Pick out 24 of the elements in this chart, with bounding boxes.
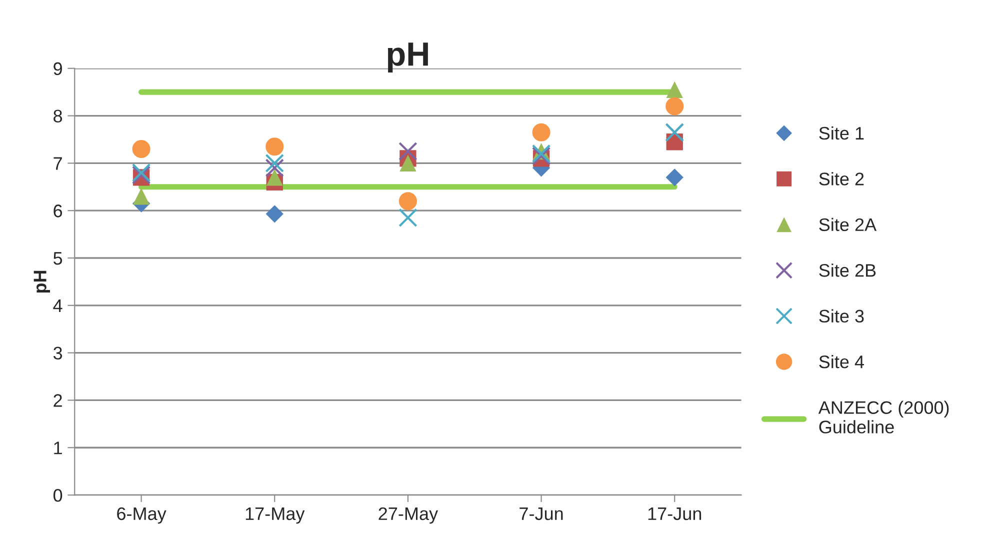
y-tick-label: 5 — [54, 252, 62, 265]
legend-label: Site 1 — [819, 126, 864, 140]
y-tick-label: 0 — [53, 488, 62, 502]
chart-title: pH — [388, 42, 428, 73]
x-tick-label: 7-Jun — [520, 508, 563, 520]
x-tick-label: 6-May — [117, 507, 166, 524]
y-axis-title: pH — [34, 270, 50, 293]
legend-label: Site 2A — [819, 218, 877, 232]
y-tick-label: 2 — [54, 394, 62, 407]
y-tick-label: 1 — [54, 442, 62, 454]
y-tick-label: 6 — [54, 204, 62, 218]
x-tick-label: 27-May — [378, 507, 438, 524]
y-tick-label: 3 — [53, 346, 62, 360]
y-tick-label: 9 — [54, 62, 62, 76]
legend-label: Site 2 — [819, 172, 864, 186]
x-tick-label: 17-Jun — [648, 508, 702, 520]
x-tick-label: 17-May — [246, 508, 305, 524]
legend-label: Site 3 — [819, 309, 864, 323]
legend-label: Site 2B — [819, 264, 876, 277]
legend-label: Site 4 — [819, 355, 864, 368]
legend-label: ANZECC (2000) Guideline — [818, 400, 949, 434]
y-tick-label: 7 — [54, 157, 62, 170]
y-tick-label: 4 — [53, 300, 62, 312]
y-tick-label: 8 — [54, 110, 62, 122]
